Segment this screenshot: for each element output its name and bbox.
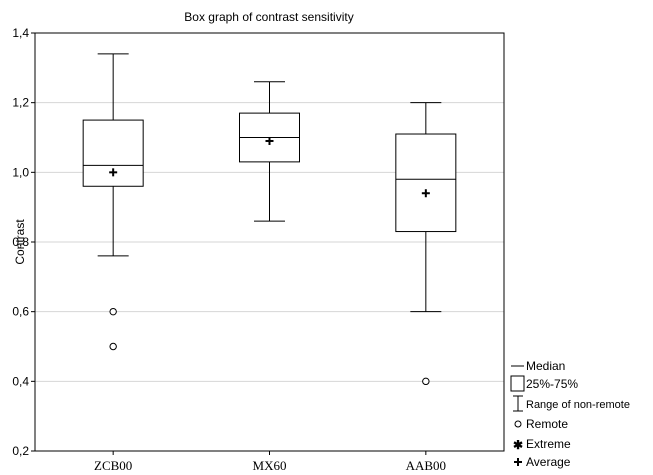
iqr-box [82,119,144,187]
y-tick-label: 1,2 [12,96,29,110]
box-zcb00 [82,53,144,351]
legend-extreme-symbol: ✱ [513,438,523,452]
y-tick-label: 0,6 [12,305,29,319]
x-axis-ticks: ZCB00 MX60 AAB00 [94,451,446,473]
legend-item-range: Range of non-remote [513,395,630,412]
legend-label: Remote [526,417,568,431]
legend-label: Median [526,359,565,373]
legend-item-extreme: ✱ Extreme [513,437,571,452]
legend-item-median: Median [511,359,565,373]
x-tick-label: MX60 [253,458,287,473]
x-tick-label: ZCB00 [94,458,132,473]
iqr-box [395,133,457,233]
remote-point [109,342,117,351]
y-axis-title: Contrast [13,219,27,265]
x-tick-label: AAB00 [406,458,446,473]
box-mx60 [239,81,300,222]
legend-label: Range of non-remote [526,399,630,411]
y-tick-label: 1,0 [12,165,29,179]
y-tick-label: 1,4 [12,26,29,40]
remote-point [422,377,430,386]
legend-label: Average [526,455,571,469]
box-aab00 [395,102,457,386]
y-tick-label: 0,4 [12,374,29,388]
boxes-layer [82,53,457,386]
y-tick-label: 0,2 [12,444,29,458]
legend-item-average: Average [514,455,571,469]
legend-label: 25%-75% [526,377,578,391]
y-axis-ticks: 0,2 0,4 0,6 0,8 1,0 1,2 1,4 [12,26,35,458]
legend-label: Extreme [526,437,571,451]
legend-box-symbol [510,375,525,392]
legend-remote-symbol [514,420,522,428]
remote-point [109,307,117,316]
legend-item-box: 25%-75% [510,375,578,392]
legend-item-remote: Remote [514,417,568,431]
chart-title: Box graph of contrast sensitivity [184,10,353,24]
y-tick-label: 0,8 [12,235,29,249]
